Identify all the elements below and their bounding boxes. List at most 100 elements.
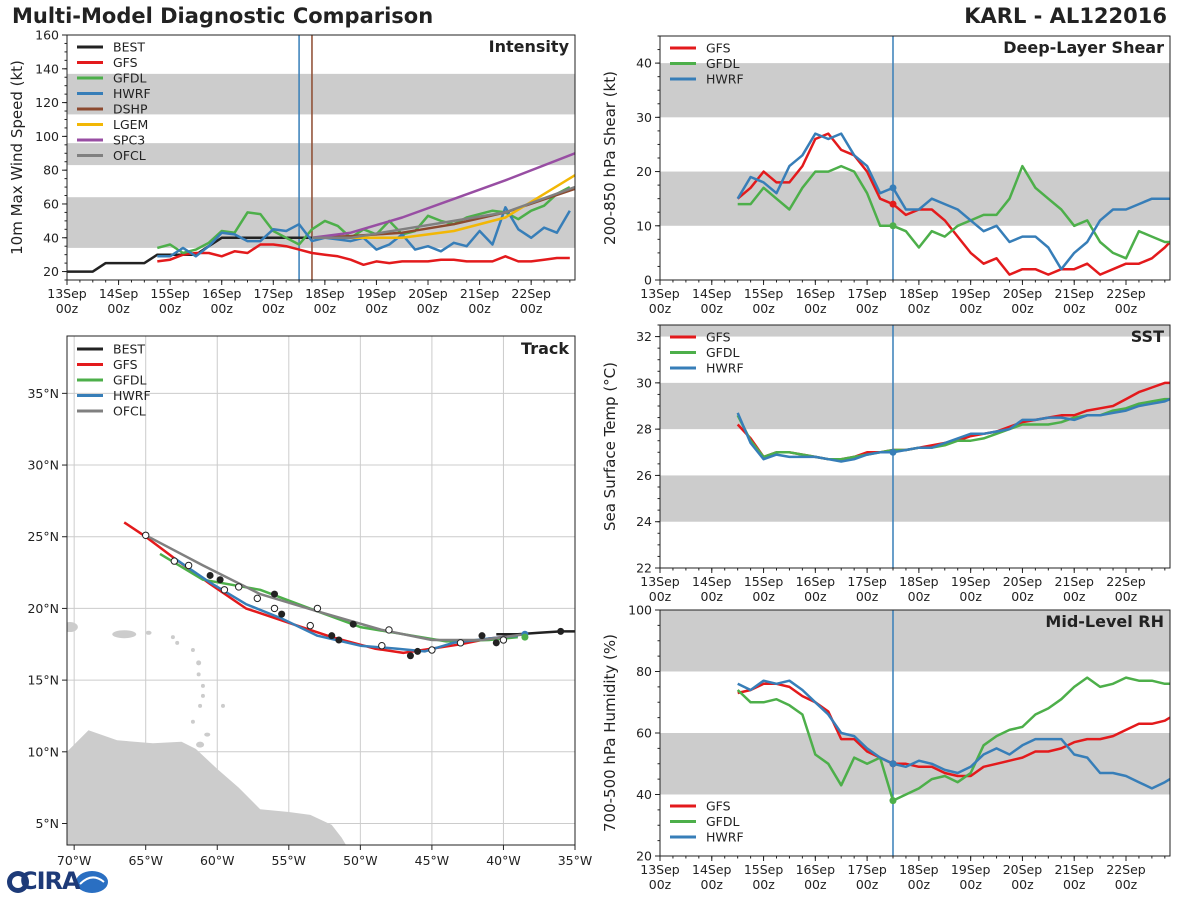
shear-xtick-sublabel: 00z	[804, 301, 827, 316]
sst-band-1	[660, 382, 1170, 430]
intensity-xtick-sublabel: 00z	[56, 301, 79, 316]
track-point-open	[378, 642, 386, 650]
intensity-xtick-sublabel: 00z	[210, 301, 233, 316]
track-point-open	[270, 604, 279, 613]
rh-xtick-sublabel: 00z	[1115, 877, 1138, 892]
intensity-legend-label-SPC3: SPC3	[113, 133, 145, 148]
rh-xtick-label: 18Sep	[899, 862, 939, 877]
shear-xtick-sublabel: 00z	[856, 301, 879, 316]
rh-xtick-label: 17Sep	[847, 862, 887, 877]
intensity-ytick-label: 140	[35, 61, 59, 76]
track-legend-label-GFDL: GFDL	[113, 373, 147, 388]
rh-legend-label-GFDL: GFDL	[706, 814, 740, 829]
track-island	[198, 703, 203, 708]
shear-xtick-sublabel: 00z	[908, 301, 931, 316]
track-ytick-label: 25°N	[27, 529, 59, 544]
track-point-open	[253, 594, 262, 603]
shear-ytick-label: 30	[636, 110, 652, 125]
shear-xtick-sublabel: 00z	[701, 301, 724, 316]
intensity-ytick-label: 60	[43, 196, 59, 211]
rh-legend-label-GFS: GFS	[706, 799, 731, 814]
shear-xtick-label: 19Sep	[951, 286, 991, 301]
rh-xtick-sublabel: 00z	[701, 877, 724, 892]
storm-id: KARL - AL122016	[964, 4, 1167, 28]
track-island	[220, 703, 225, 708]
track-point-open	[499, 636, 508, 644]
intensity-xtick-label: 17Sep	[254, 286, 294, 301]
track-ytick-label: 15°N	[27, 673, 59, 688]
rh-xtick-sublabel: 00z	[649, 877, 672, 892]
sst-ytick-label: 28	[636, 422, 652, 437]
shear-legend-label-GFS: GFS	[706, 41, 731, 56]
rh-ytick-label: 20	[636, 849, 652, 864]
rh-ytick-label: 40	[636, 787, 652, 802]
panel-rh: 2040608010013Sep00z14Sep00z15Sep00z16Sep…	[601, 603, 1171, 892]
sst-ylabel: Sea Surface Temp (°C)	[601, 362, 619, 531]
track-series-HWRF	[173, 557, 518, 653]
track-island	[190, 719, 195, 724]
track-island	[200, 693, 205, 698]
track-point-filled	[349, 620, 357, 628]
sst-ytick-label: 26	[636, 468, 652, 483]
track-ytick-label: 20°N	[27, 601, 59, 616]
track-point-filled	[557, 627, 565, 635]
rh-marker-HWRF	[889, 760, 897, 768]
sst-legend-label-GFDL: GFDL	[706, 345, 740, 360]
sst-xtick-sublabel: 00z	[959, 589, 982, 604]
sst-series-HWRF	[736, 397, 1170, 463]
sst-legend-label-HWRF: HWRF	[706, 361, 744, 376]
sst-xtick-sublabel: 00z	[1063, 589, 1086, 604]
track-endpoint-GFDL	[521, 633, 529, 641]
cira-logo: CIRA	[4, 866, 110, 898]
track-series-OFCL	[145, 534, 526, 642]
shear-marker-GFS	[889, 200, 897, 208]
rh-xtick-label: 22Sep	[1106, 862, 1146, 877]
intensity-ytick-label: 40	[43, 230, 59, 245]
rh-ytick-label: 60	[636, 726, 652, 741]
track-point-open	[306, 621, 314, 630]
shear-title: Deep-Layer Shear	[1003, 38, 1164, 57]
rh-xtick-sublabel: 00z	[908, 877, 931, 892]
shear-xtick-sublabel: 00z	[1063, 301, 1086, 316]
track-legend-label-BEST: BEST	[113, 342, 145, 357]
track-xtick-label: 65°W	[128, 853, 163, 868]
track-point-filled	[406, 652, 414, 660]
shear-band-1	[660, 63, 1170, 118]
shear-xtick-label: 20Sep	[1003, 286, 1043, 301]
track-point-filled	[216, 576, 224, 584]
shear-ytick-label: 40	[636, 56, 652, 71]
track-xtick-label: 50°W	[343, 853, 378, 868]
track-point-open	[184, 561, 193, 570]
shear-xtick-label: 16Sep	[796, 286, 836, 301]
intensity-xtick-sublabel: 00z	[107, 301, 130, 316]
intensity-series-OFCL	[312, 185, 575, 240]
shear-xtick-label: 15Sep	[744, 286, 784, 301]
track-point-open	[220, 586, 229, 594]
shear-xtick-label: 22Sep	[1106, 286, 1146, 301]
intensity-band-1	[67, 143, 575, 166]
rh-ytick-label: 80	[636, 664, 652, 679]
rh-xtick-sublabel: 00z	[1011, 877, 1034, 892]
intensity-legend-label-LGEM: LGEM	[113, 117, 148, 132]
sst-xtick-label: 13Sep	[640, 574, 680, 589]
sst-frame	[659, 324, 1171, 569]
track-point-filled	[414, 647, 422, 655]
panel-intensity: 2040608010012014016013Sep00z14Sep00z15Se…	[8, 28, 576, 316]
track-island	[190, 648, 195, 653]
rh-xtick-sublabel: 00z	[804, 877, 827, 892]
shear-xtick-label: 18Sep	[899, 286, 939, 301]
intensity-legend-label-GFDL: GFDL	[113, 71, 147, 86]
shear-xtick-sublabel: 00z	[752, 301, 775, 316]
rh-series-GFDL	[736, 676, 1170, 802]
track-legend-label-OFCL: OFCL	[113, 404, 146, 419]
intensity-legend-label-OFCL: OFCL	[113, 148, 146, 163]
intensity-xtick-label: 22Sep	[511, 286, 551, 301]
sst-xtick-sublabel: 00z	[804, 589, 827, 604]
rh-xtick-sublabel: 00z	[1063, 877, 1086, 892]
rh-series-HWRF	[737, 679, 1170, 790]
rh-xtick-sublabel: 00z	[959, 877, 982, 892]
shear-ylabel: 200-850 hPa Shear (kt)	[601, 71, 619, 245]
track-point-filled	[206, 571, 214, 579]
rh-xtick-label: 14Sep	[692, 862, 732, 877]
